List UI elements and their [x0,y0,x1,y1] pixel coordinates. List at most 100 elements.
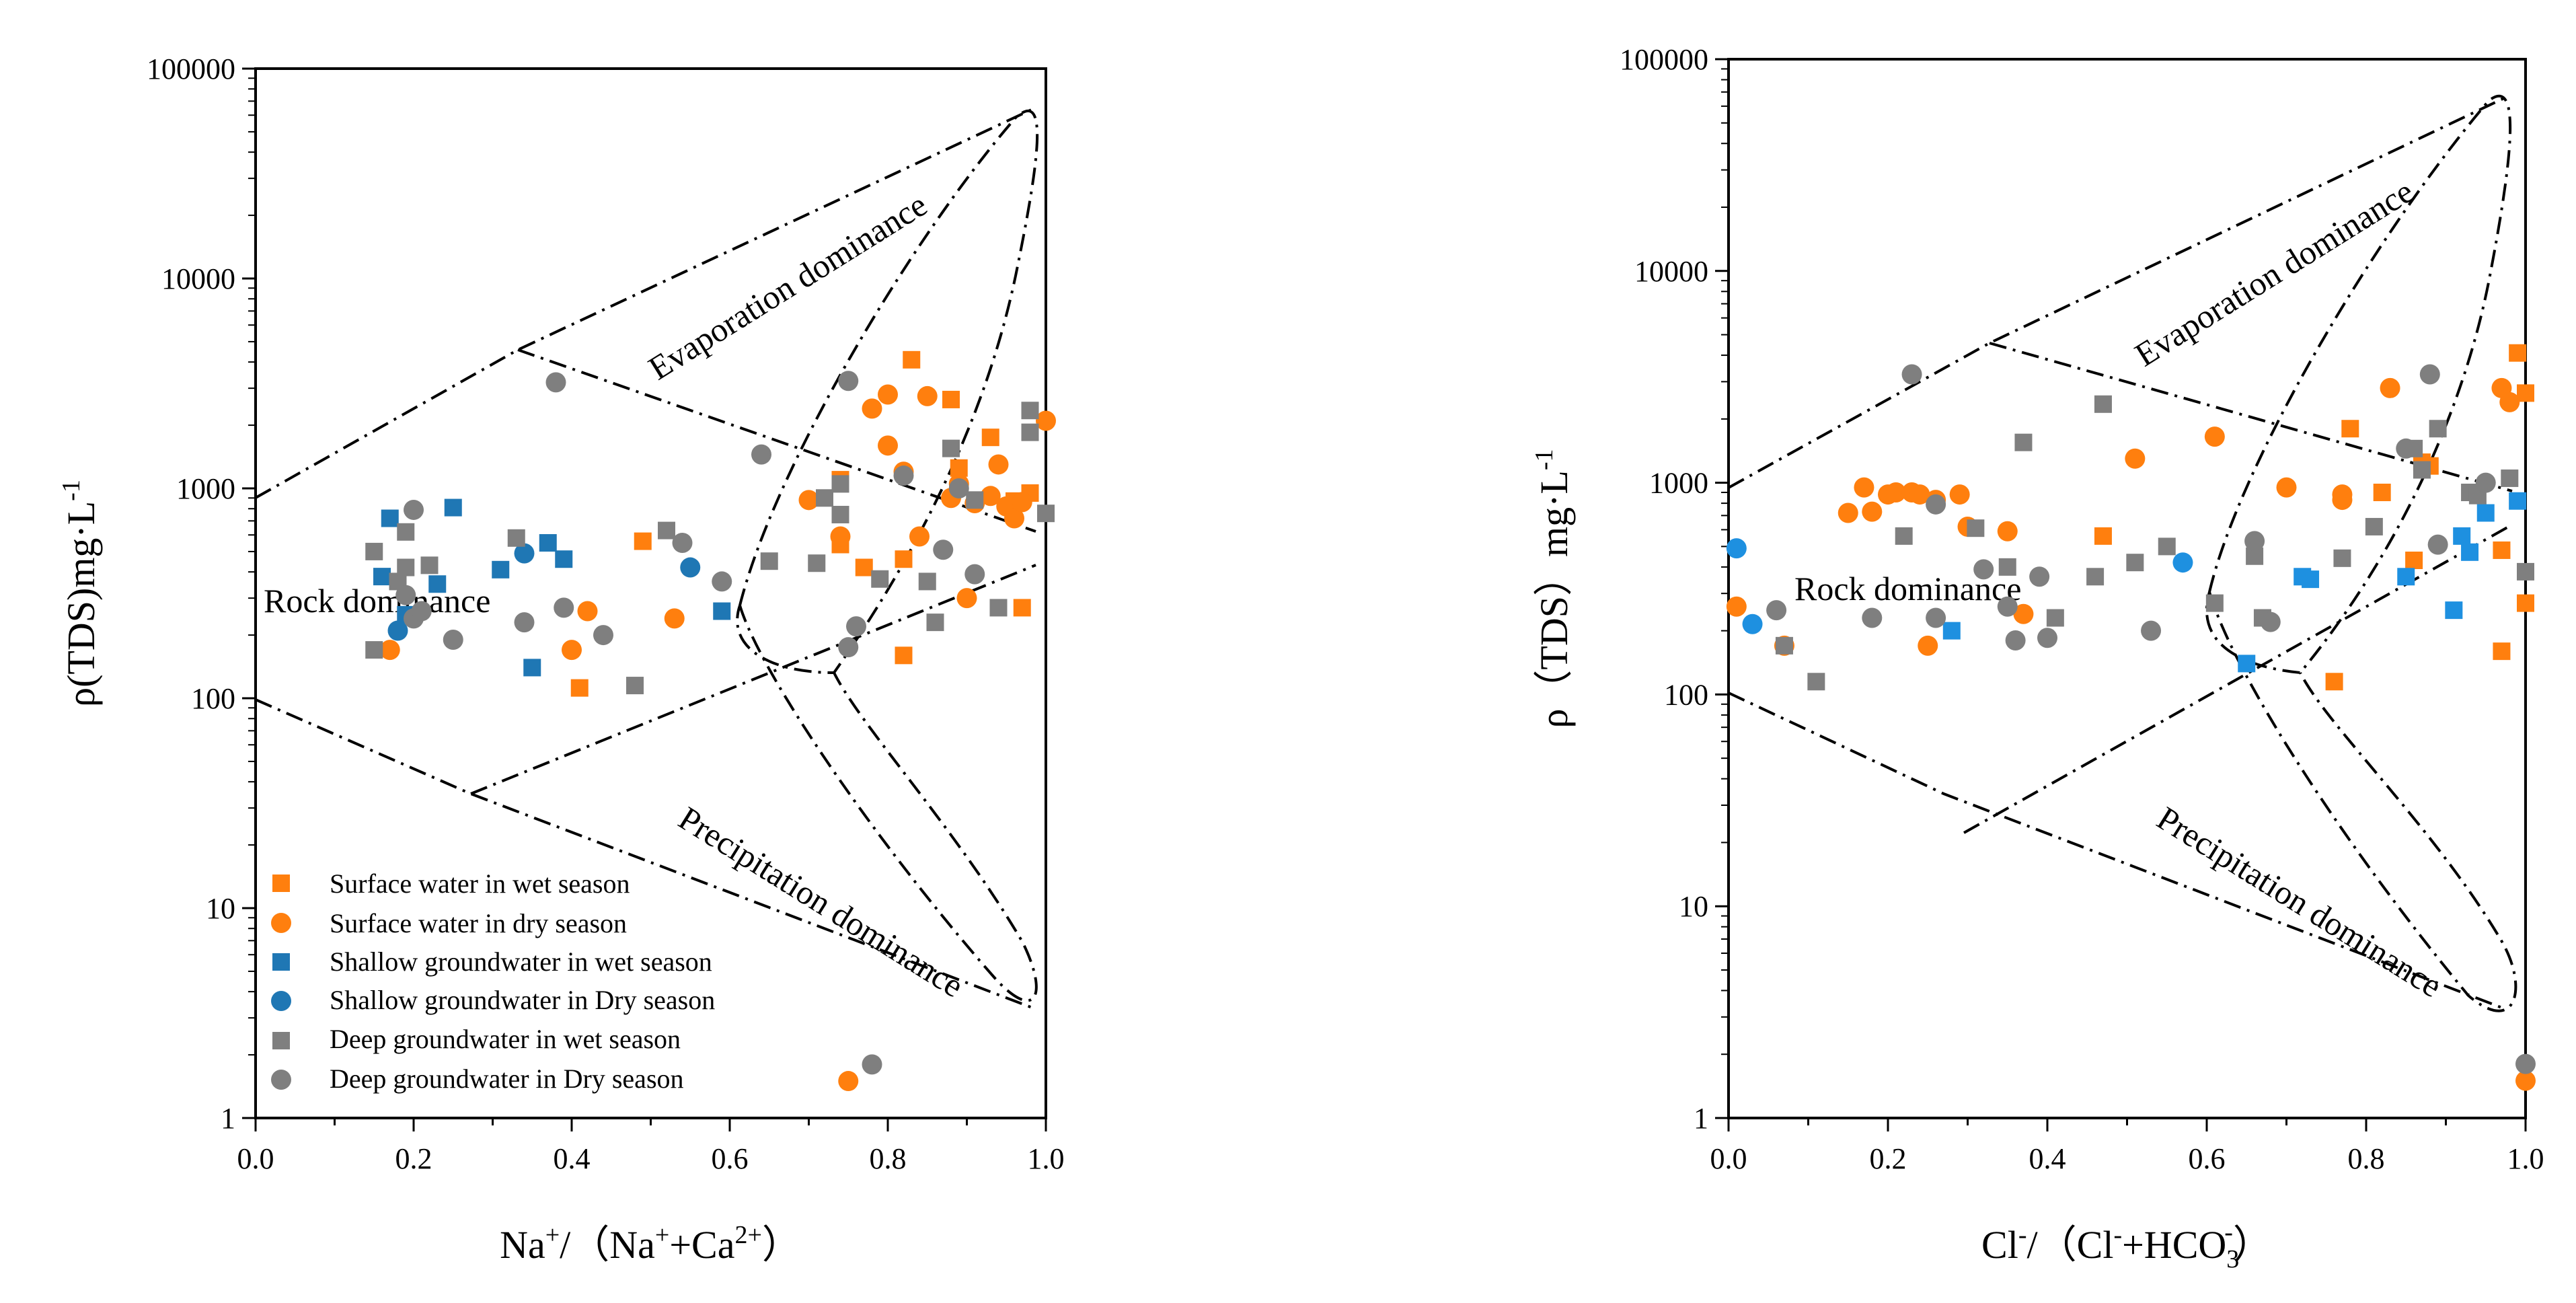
left-point-surface-water-in-dry-season [838,1071,859,1092]
right-point-deep-groundwater-in-dry-season [2029,566,2050,587]
left-x-tick-label: 0.6 [712,1142,749,1175]
right-point-surface-water-in-wet-season [2493,642,2511,661]
left-point-deep-groundwater-in-wet-season [760,552,778,570]
right-point-surface-water-in-dry-season [1862,501,1883,522]
right-point-shallow-groundwater-in-dry-season [2172,552,2193,573]
legend-marker-deep-dry [271,1070,291,1090]
right-point-deep-groundwater-in-dry-season [2419,364,2440,385]
left-point-deep-groundwater-in-wet-season [365,641,383,659]
left-precipitation-loop [738,605,1038,1002]
right-point-shallow-groundwater-in-wet-season [2453,527,2471,545]
right-data-points [1726,344,2536,1091]
left-point-shallow-groundwater-in-wet-season [428,575,447,593]
right-point-deep-groundwater-in-dry-season [2260,611,2281,632]
right-point-deep-groundwater-in-wet-season [1895,527,1913,545]
right-point-deep-groundwater-in-wet-season [1967,519,1985,537]
left-point-deep-groundwater-in-wet-season [942,439,960,457]
left-point-deep-groundwater-in-dry-season [395,585,416,605]
left-point-deep-groundwater-in-dry-season [514,612,535,633]
left-point-deep-groundwater-in-wet-season [365,542,383,560]
left-point-deep-groundwater-in-dry-season [838,371,859,392]
left-point-shallow-groundwater-in-wet-season [444,498,462,517]
left-point-deep-groundwater-in-dry-season [964,564,985,585]
right-lower-envelope-line [1728,692,2506,1010]
left-point-surface-water-in-wet-season [570,679,589,697]
left-point-surface-water-in-dry-season [878,435,898,456]
right-point-deep-groundwater-in-wet-season [2014,433,2033,451]
legend-label-deep-dry: Deep groundwater in Dry season [330,1064,684,1094]
legend-label-deep-wet: Deep groundwater in wet season [330,1024,681,1054]
right-precipitation-loop [2208,591,2517,1012]
right-point-surface-water-in-wet-season [2405,551,2423,569]
left-point-surface-water-in-wet-season [895,550,913,568]
right-point-surface-water-in-dry-season [1909,484,1930,505]
left-point-deep-groundwater-in-dry-season [751,444,771,465]
right-point-deep-groundwater-in-wet-season [2126,554,2144,572]
left-point-deep-groundwater-in-dry-season [712,571,732,592]
right-point-shallow-groundwater-in-wet-season [2461,543,2479,561]
left-x-tick-label: 0.2 [395,1142,432,1175]
right-point-surface-water-in-dry-season [1838,502,1858,523]
left-point-surface-water-in-dry-season [862,398,882,419]
left-point-deep-groundwater-in-wet-season [831,505,849,523]
left-point-surface-water-in-dry-season [577,601,598,622]
right-point-deep-groundwater-in-dry-season [2427,534,2448,555]
right-point-deep-groundwater-in-wet-season [2158,537,2176,556]
right-point-deep-groundwater-in-dry-season [1973,559,1994,580]
left-point-shallow-groundwater-in-dry-season [680,557,701,578]
left-point-deep-groundwater-in-wet-season [1021,423,1039,441]
legend-marker-surface-wet [272,874,290,892]
left-point-deep-groundwater-in-wet-season [989,599,1008,617]
right-y-tick-label: 10000 [1634,255,1708,288]
left-x-tick-label: 1.0 [1028,1142,1065,1175]
left-point-surface-water-in-dry-season [917,385,938,406]
left-point-deep-groundwater-in-wet-season [966,491,984,509]
left-point-deep-groundwater-in-wet-season [808,554,826,572]
right-evaporation-ellipse [2205,94,2512,675]
left-point-deep-groundwater-in-dry-season [672,533,693,554]
right-point-deep-groundwater-in-wet-season [2517,562,2534,581]
right-point-deep-groundwater-in-dry-season [2141,620,2162,641]
right-y-tick-label: 100 [1664,678,1708,711]
left-point-deep-groundwater-in-dry-season [893,466,914,486]
right-point-deep-groundwater-in-wet-season [2413,461,2431,479]
left-data-points [365,350,1056,1092]
left-point-surface-water-in-dry-season [956,588,977,609]
left-point-deep-groundwater-in-wet-season [658,521,675,539]
left-point-surface-water-in-wet-season [903,350,921,369]
right-point-deep-groundwater-in-wet-season [2046,609,2064,627]
right-point-deep-groundwater-in-wet-season [2501,469,2519,487]
right-point-deep-groundwater-in-wet-season [2086,568,2105,586]
right-point-surface-water-in-dry-season [1885,482,1906,503]
left-point-surface-water-in-dry-season [830,526,851,547]
legend-label-surface-wet: Surface water in wet season [330,868,630,899]
right-point-surface-water-in-dry-season [2499,392,2520,412]
left-point-surface-water-in-wet-season [634,532,652,550]
left-point-deep-groundwater-in-dry-season [404,499,424,520]
right-point-deep-groundwater-in-dry-season [1901,364,1922,385]
right-point-surface-water-in-dry-season [2332,484,2353,505]
right-point-deep-groundwater-in-wet-season [2365,517,2383,535]
left-point-surface-water-in-dry-season [379,640,400,661]
left-point-surface-water-in-wet-season [981,429,999,447]
right-point-shallow-groundwater-in-wet-season [2238,655,2256,673]
left-point-surface-water-in-dry-season [980,486,1001,507]
left-point-deep-groundwater-in-wet-season [871,570,889,588]
right-y-tick-label: 10 [1679,890,1708,923]
left-point-deep-groundwater-in-wet-season [816,489,833,507]
right-x-tick-label: 0.4 [2029,1142,2066,1175]
left-point-shallow-groundwater-in-wet-season [523,659,541,677]
right-point-surface-water-in-dry-season [2204,426,2225,447]
right-point-surface-water-in-dry-season [2380,377,2400,398]
right-point-deep-groundwater-in-dry-season [2396,438,2417,459]
right-ticks: 0.0 0.2 0.4 0.6 0.8 1.0 1 10 100 1000 10000 100000 [1620,43,2544,1175]
right-point-shallow-groundwater-in-wet-season [2509,492,2527,510]
right-point-surface-water-in-wet-season [2509,344,2527,362]
left-x-tick-label: 0.0 [237,1142,274,1175]
right-x-axis-title: Cl-/（Cl-+HCO3-） [1981,1218,2272,1273]
left-region-boundaries [255,106,1039,1010]
left-point-deep-groundwater-in-dry-season [411,601,432,622]
right-x-tick-label: 0.8 [2348,1142,2385,1175]
